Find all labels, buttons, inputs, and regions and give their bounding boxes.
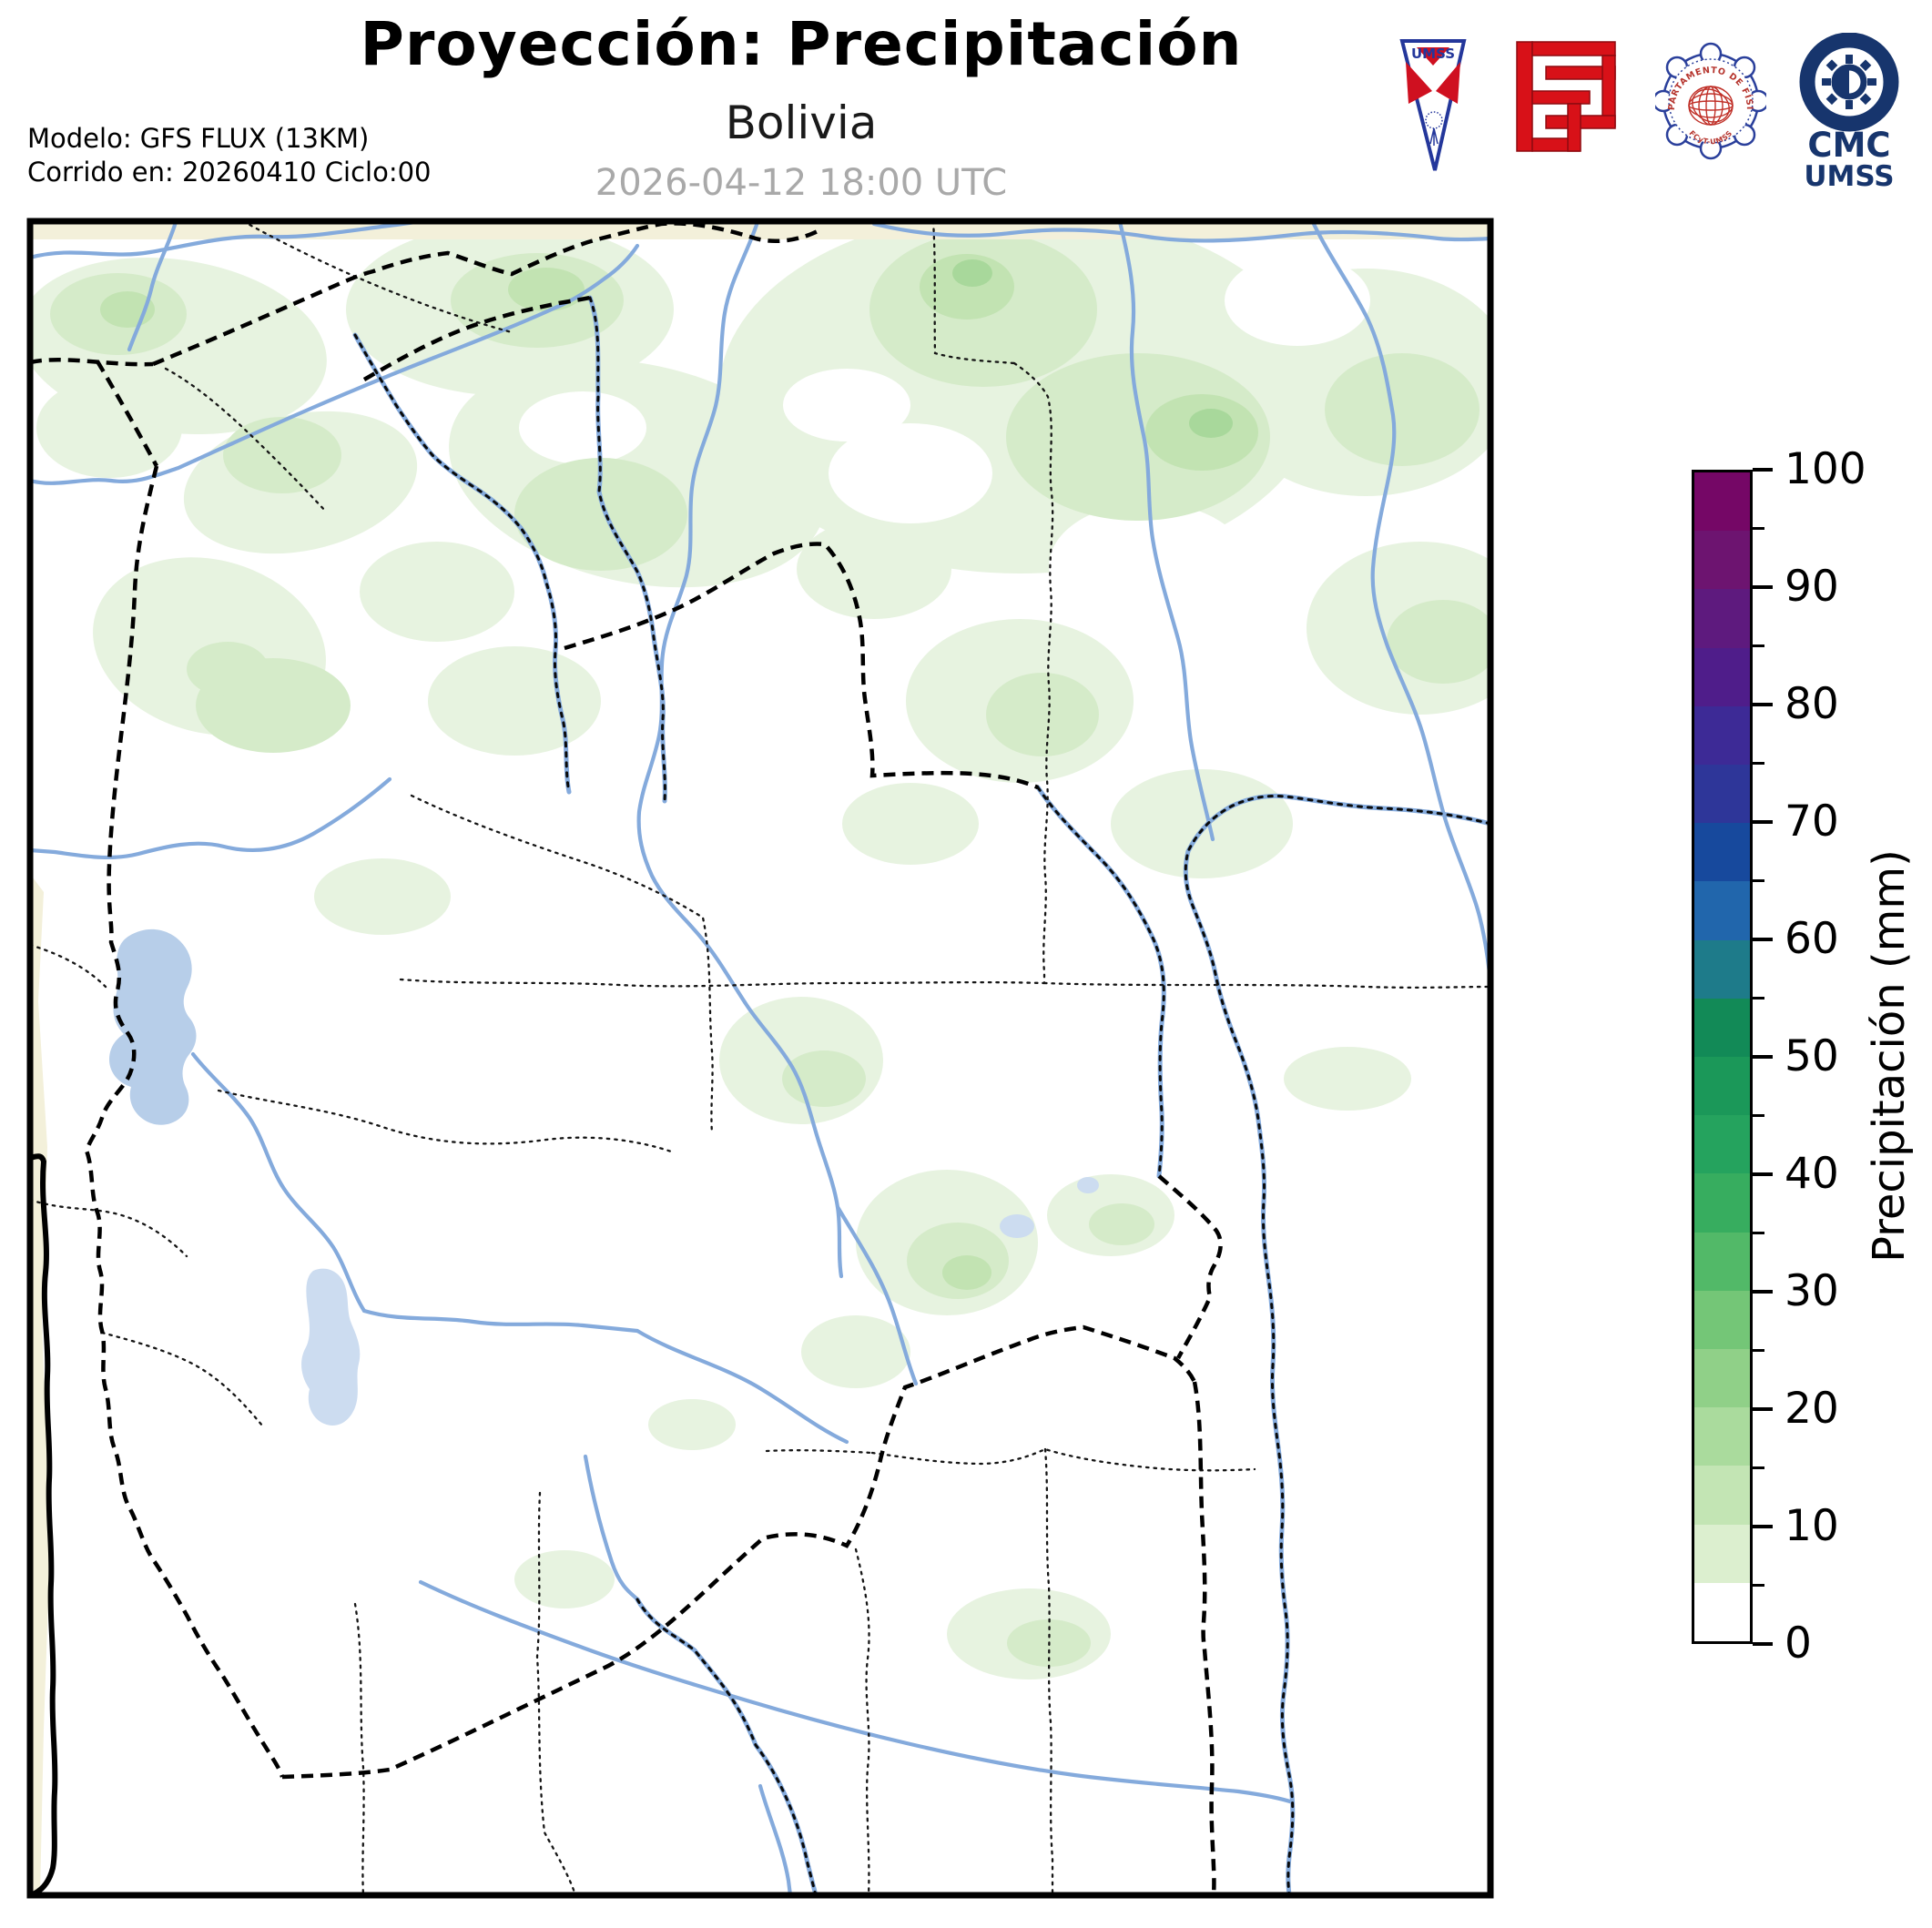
- colorbar-segment: [1694, 1524, 1750, 1583]
- colorbar-tick: [1753, 468, 1773, 472]
- colorbar-segment: [1694, 881, 1750, 940]
- colorbar-tick-label: 100: [1785, 444, 1866, 494]
- colorbar-segment: [1694, 472, 1750, 532]
- fisica-seal-logo: DEPARTAMENTO DE FÍSICA FCyT-UMSS: [1655, 40, 1766, 160]
- colorbar-tick: [1753, 878, 1764, 883]
- cmc-umss-logo: CMC UMSS: [1799, 33, 1899, 191]
- model-name: Modelo: GFS FLUX (13KM): [27, 123, 370, 154]
- colorbar: [1692, 470, 1753, 1644]
- colorbar-segment: [1694, 998, 1750, 1058]
- colorbar-tick-label: 10: [1785, 1501, 1839, 1551]
- colorbar-tick: [1753, 1113, 1764, 1118]
- colorbar-tick: [1753, 1172, 1773, 1176]
- department-borders-layer: [30, 221, 1490, 1895]
- pennant-red-top: [1417, 47, 1449, 66]
- colorbar-tick: [1753, 938, 1773, 941]
- pennant-red-right: [1436, 62, 1460, 104]
- colorbar-tick: [1753, 1055, 1773, 1059]
- colorbar-tick: [1753, 1407, 1773, 1411]
- pennant-emblem-lines: [1429, 127, 1439, 146]
- colorbar-tick: [1753, 703, 1773, 706]
- colorbar-tick: [1753, 761, 1764, 766]
- colorbar-segment: [1694, 705, 1750, 766]
- colorbar-tick-label: 70: [1785, 797, 1839, 847]
- map-frame: [26, 218, 1494, 1899]
- colorbar-tick: [1753, 585, 1773, 589]
- colorbar-tick: [1753, 996, 1764, 1000]
- colorbar-segment: [1694, 765, 1750, 824]
- page-title: Proyección: Precipitación: [360, 9, 1243, 79]
- model-info: Modelo: GFS FLUX (13KM) Corrido en: 2026…: [27, 122, 432, 189]
- umss-pennant-logo: UMSS: [1399, 39, 1467, 171]
- chile-border-line: [30, 1153, 58, 1895]
- colorbar-tick: [1753, 820, 1773, 824]
- lake-titicaca: [109, 928, 197, 1125]
- colorbar-segment: [1694, 647, 1750, 706]
- precipitation-shading-layer: [30, 221, 1490, 1679]
- river-border-layer: [352, 295, 1490, 1895]
- colorbar-tick: [1753, 1583, 1764, 1588]
- rivers-layer: [30, 221, 1490, 1895]
- colorbar-segment: [1694, 939, 1750, 999]
- colorbar-tick: [1753, 1525, 1773, 1528]
- colorbar-tick: [1753, 1466, 1764, 1470]
- cmc-ring: [1799, 33, 1899, 132]
- colorbar-segment: [1694, 1115, 1750, 1174]
- colorbar-tick-label: 90: [1785, 562, 1839, 612]
- fcyt-bars: [1516, 41, 1616, 152]
- colorbar-axis-label: Precipitación (mm): [1864, 849, 1916, 1263]
- colorbar-segment: [1694, 531, 1750, 590]
- model-run: Corrido en: 20260410 Ciclo:00: [27, 157, 432, 188]
- pennant-red-left: [1406, 62, 1432, 104]
- colorbar-tick-label: 20: [1785, 1384, 1839, 1434]
- colorbar-segment: [1694, 1173, 1750, 1233]
- colorbar-tick: [1753, 1231, 1764, 1235]
- umss-pennant-text: UMSS: [1411, 46, 1455, 62]
- lake-poopo: [301, 1268, 361, 1426]
- colorbar-segment: [1694, 1290, 1750, 1350]
- colorbar-segment: [1694, 589, 1750, 648]
- colorbar-tick: [1753, 1290, 1773, 1294]
- colorbar-segment: [1694, 1582, 1750, 1642]
- valid-datetime: 2026-04-12 18:00 UTC: [595, 162, 1008, 204]
- colorbar-tick: [1753, 1642, 1773, 1646]
- colorbar-segment: [1694, 1466, 1750, 1525]
- fcyt-logo: [1516, 41, 1616, 152]
- colorbar-tick: [1753, 1348, 1764, 1353]
- international-border-layer: [30, 221, 1223, 1895]
- colorbar-tick: [1753, 644, 1764, 648]
- pennant-shape: [1399, 39, 1467, 171]
- colorbar-tick-label: 60: [1785, 914, 1839, 964]
- colorbar-tick-label: 30: [1785, 1266, 1839, 1316]
- seal-globe: [1688, 86, 1734, 126]
- colorbar-segment: [1694, 1349, 1750, 1408]
- cmc-umss-text: UMSS: [1804, 160, 1894, 191]
- colorbar-tick-label: 0: [1785, 1619, 1812, 1669]
- page-subtitle: Bolivia: [725, 96, 878, 149]
- colorbar-segment: [1694, 1407, 1750, 1466]
- colorbar-tick: [1753, 526, 1764, 531]
- colorbar-tick-label: 40: [1785, 1149, 1839, 1199]
- colorbar-segment: [1694, 1057, 1750, 1116]
- small-lake: [1077, 1177, 1099, 1193]
- colorbar-tick-label: 80: [1785, 679, 1839, 729]
- colorbar-segment: [1694, 823, 1750, 882]
- colorbar-segment: [1694, 1232, 1750, 1291]
- colorbar-tick-label: 50: [1785, 1031, 1839, 1081]
- small-lake: [1000, 1214, 1034, 1238]
- cmc-text: CMC: [1807, 126, 1890, 165]
